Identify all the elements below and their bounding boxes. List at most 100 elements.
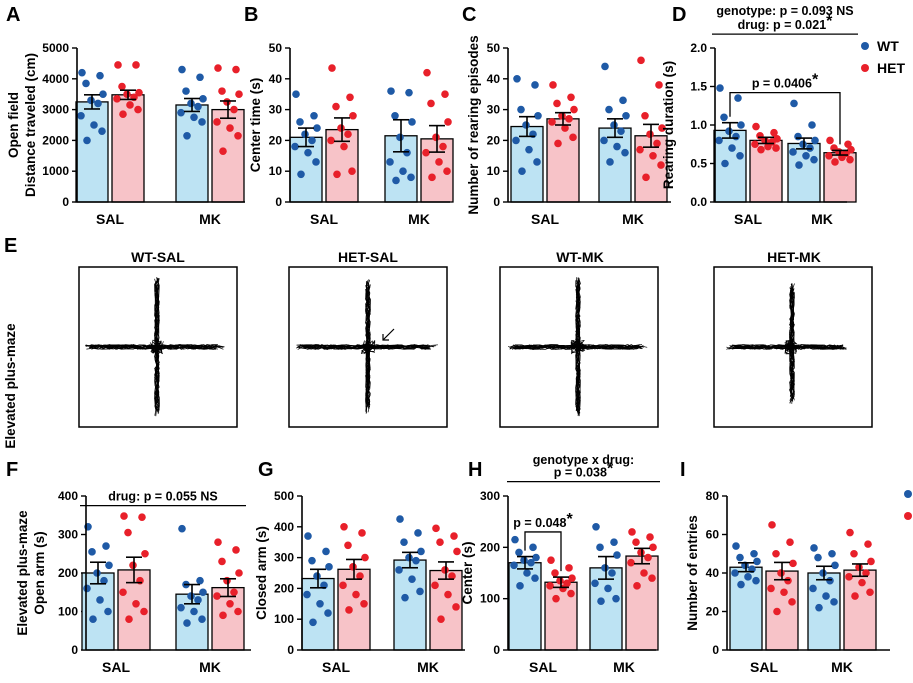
data-point-wt <box>795 161 803 169</box>
data-point-het <box>628 528 636 536</box>
data-point-het <box>349 563 357 571</box>
significance-label: p = 0.0406* <box>752 72 819 91</box>
y-tick-label: 0 <box>275 195 282 209</box>
data-point-wt <box>512 136 520 145</box>
data-point-wt <box>313 572 321 580</box>
data-point-wt <box>104 607 112 616</box>
data-point-het <box>140 607 148 616</box>
data-point-het <box>132 61 140 69</box>
maze-track-center <box>784 339 798 355</box>
panel-label-D: D <box>672 4 686 26</box>
x-tick-label: SAL <box>750 659 778 675</box>
data-point-wt <box>199 588 207 597</box>
data-point-wt <box>177 603 185 612</box>
data-point-wt <box>417 547 425 556</box>
data-point-het <box>232 65 240 74</box>
data-point-wt <box>511 535 519 544</box>
chart-panel-G: G Closed arm (s) 0 100 200 300 400 500 SAL MK <box>254 459 465 675</box>
panel-label-I: I <box>680 459 686 481</box>
data-point-wt <box>811 136 819 145</box>
data-point-wt <box>734 94 742 102</box>
data-point-het <box>570 105 578 114</box>
data-point-wt <box>802 152 810 160</box>
data-point-het <box>658 124 666 132</box>
data-point-wt <box>716 84 724 92</box>
data-point-wt <box>408 575 416 583</box>
data-point-wt <box>94 99 102 108</box>
data-point-het <box>436 538 444 546</box>
data-point-wt <box>416 587 424 596</box>
data-point-het <box>546 582 554 590</box>
maze-track-vertical <box>365 285 371 412</box>
y-tick-label: 0 <box>62 195 69 209</box>
data-point-wt <box>386 158 394 166</box>
data-point-het <box>768 521 776 529</box>
data-point-het <box>851 592 859 600</box>
y-tick-label: 100 <box>274 612 294 626</box>
data-point-het <box>784 576 792 585</box>
data-point-wt <box>105 561 113 570</box>
data-point-wt <box>527 558 535 567</box>
data-point-het <box>632 538 640 546</box>
data-point-het <box>641 111 649 120</box>
data-point-wt <box>177 108 185 117</box>
data-point-het <box>657 161 665 169</box>
data-point-wt <box>88 548 96 556</box>
data-point-wt <box>531 574 539 582</box>
data-point-het <box>551 569 559 577</box>
data-point-het <box>565 564 573 572</box>
data-point-wt <box>391 111 399 120</box>
chart-panel-A: A Open field Distance traveled (cm) 0 1000 20… <box>6 4 245 227</box>
y-tick-label: 5000 <box>42 41 69 55</box>
data-point-wt <box>183 131 191 140</box>
legend-marker-wt <box>861 42 869 50</box>
data-point-het <box>432 133 440 142</box>
maze-track-center <box>570 339 586 355</box>
data-point-wt <box>301 130 309 139</box>
data-point-het <box>349 111 357 120</box>
y-tick-label: 200 <box>480 540 500 554</box>
y-axis-label: Closed arm (s) <box>254 526 269 620</box>
data-point-wt <box>83 136 91 145</box>
y-tick-label: 10 <box>269 164 283 178</box>
data-point-het <box>344 541 352 550</box>
y-tick-label: 300 <box>58 528 78 542</box>
data-point-wt <box>414 529 422 537</box>
legend-marker-het <box>861 64 869 72</box>
data-point-het <box>441 566 449 574</box>
y-tick-label: 20 <box>706 605 720 619</box>
data-point-wt <box>187 99 195 108</box>
data-point-wt <box>822 592 830 600</box>
data-point-wt <box>715 136 723 145</box>
data-point-het <box>223 98 231 106</box>
data-point-het <box>346 93 354 102</box>
data-point-het <box>633 582 641 590</box>
elevated-plus-maze-panel: E Elevated plus-maze WT-SAL HET-SAL WT-M… <box>3 235 873 449</box>
data-point-wt <box>826 576 834 585</box>
data-point-wt <box>790 99 798 108</box>
data-point-het <box>547 556 555 564</box>
data-point-het <box>552 594 560 603</box>
y-axis-label: Open field <box>6 92 21 158</box>
data-point-het <box>214 64 222 72</box>
data-point-het <box>636 145 644 154</box>
data-point-het <box>826 136 834 145</box>
x-tick-label: MK <box>199 659 221 675</box>
data-point-het <box>141 549 149 558</box>
data-point-wt <box>412 556 420 565</box>
data-point-wt <box>401 593 409 602</box>
data-point-het <box>558 111 566 120</box>
data-point-wt <box>396 515 404 523</box>
data-point-wt <box>732 132 740 141</box>
data-point-het <box>437 615 445 623</box>
data-point-wt <box>520 556 528 564</box>
bar-het-sal <box>337 568 371 651</box>
data-point-wt <box>596 543 604 552</box>
data-point-het <box>752 122 760 131</box>
data-point-wt <box>99 90 107 98</box>
data-point-het <box>770 128 778 137</box>
panel-label-E: E <box>4 235 17 257</box>
y-axis-label: Open arm (s) <box>32 531 47 614</box>
data-point-wt <box>96 596 104 604</box>
